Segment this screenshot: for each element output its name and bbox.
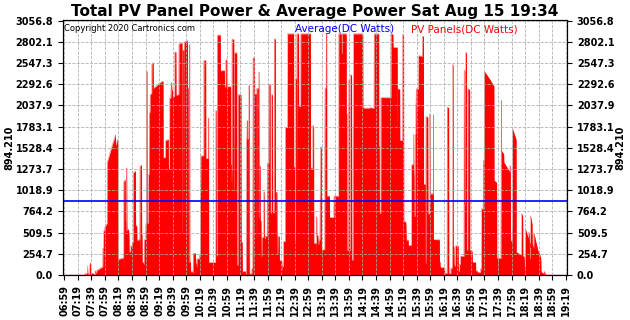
Y-axis label: 894.210: 894.210 [4, 125, 14, 170]
Y-axis label: 894.210: 894.210 [616, 125, 626, 170]
Text: PV Panels(DC Watts): PV Panels(DC Watts) [411, 24, 517, 34]
Text: Copyright 2020 Cartronics.com: Copyright 2020 Cartronics.com [64, 24, 195, 33]
Text: Average(DC Watts): Average(DC Watts) [295, 24, 394, 34]
Title: Total PV Panel Power & Average Power Sat Aug 15 19:34: Total PV Panel Power & Average Power Sat… [71, 4, 559, 19]
